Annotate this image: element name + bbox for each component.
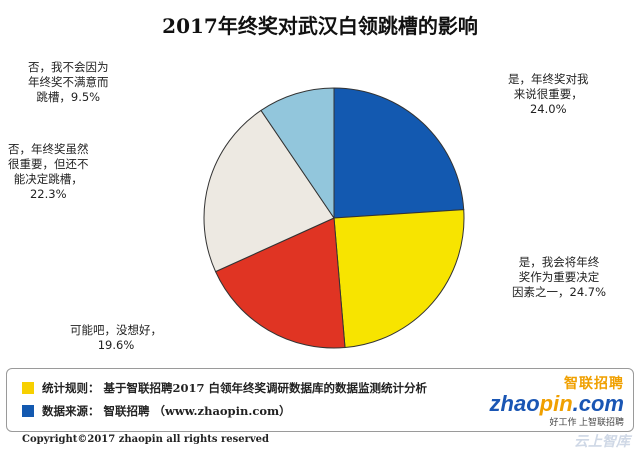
pie-slice-2	[333, 209, 465, 349]
watermark: 云上智库	[574, 434, 630, 450]
legend-rule: 统计规则： 基于智联招聘2017 白领年终奖调研数据库的数据监测统计分析	[22, 380, 427, 396]
legend-source: 数据来源： 智联招聘 （www.zhaopin.com）	[22, 403, 291, 419]
chart-title: 2017年终奖对武汉白领跳槽的影响	[162, 14, 478, 38]
brand-name-cn: 智联招聘	[564, 375, 624, 391]
legend-rule-text: 基于智联招聘2017 白领年终奖调研数据库的数据监测统计分析	[103, 381, 428, 395]
pie-chart	[203, 87, 465, 349]
pie-slice-1	[333, 87, 465, 219]
pie-slice-3	[214, 217, 346, 349]
footer-box	[6, 368, 634, 432]
slice-label-5: 否，我不会因为 年终奖不满意而 跳槽，9.5%	[28, 60, 109, 104]
brand-name-en: zhaopin.com	[489, 391, 624, 416]
slice-label-2: 是，我会将年终 奖作为重要决定 因素之一，24.7%	[512, 255, 607, 299]
zhaopin-logo: 智联招聘 zhaopin.com 好工作 上智联招聘	[490, 373, 624, 428]
pie-slice-5	[260, 87, 335, 220]
copyright: Copyright©2017 zhaopin all rights reserv…	[22, 434, 270, 445]
pie-slice-4	[203, 109, 335, 273]
legend-swatch-source	[22, 405, 34, 417]
slice-label-1: 是，年终奖对我 来说很重要， 24.0%	[508, 72, 589, 116]
brand-slogan: 好工作 上智联招聘	[549, 417, 624, 427]
legend-source-key: 数据来源：	[42, 404, 100, 418]
legend-rule-key: 统计规则：	[42, 381, 100, 395]
legend-source-text: 智联招聘 （www.zhaopin.com）	[103, 404, 291, 418]
slice-label-4: 否，年终奖虽然 很重要，但还不 能决定跳槽， 22.3%	[8, 142, 89, 201]
legend-swatch-rule	[22, 382, 34, 394]
slice-label-3: 可能吧，没想好， 19.6%	[70, 323, 162, 352]
